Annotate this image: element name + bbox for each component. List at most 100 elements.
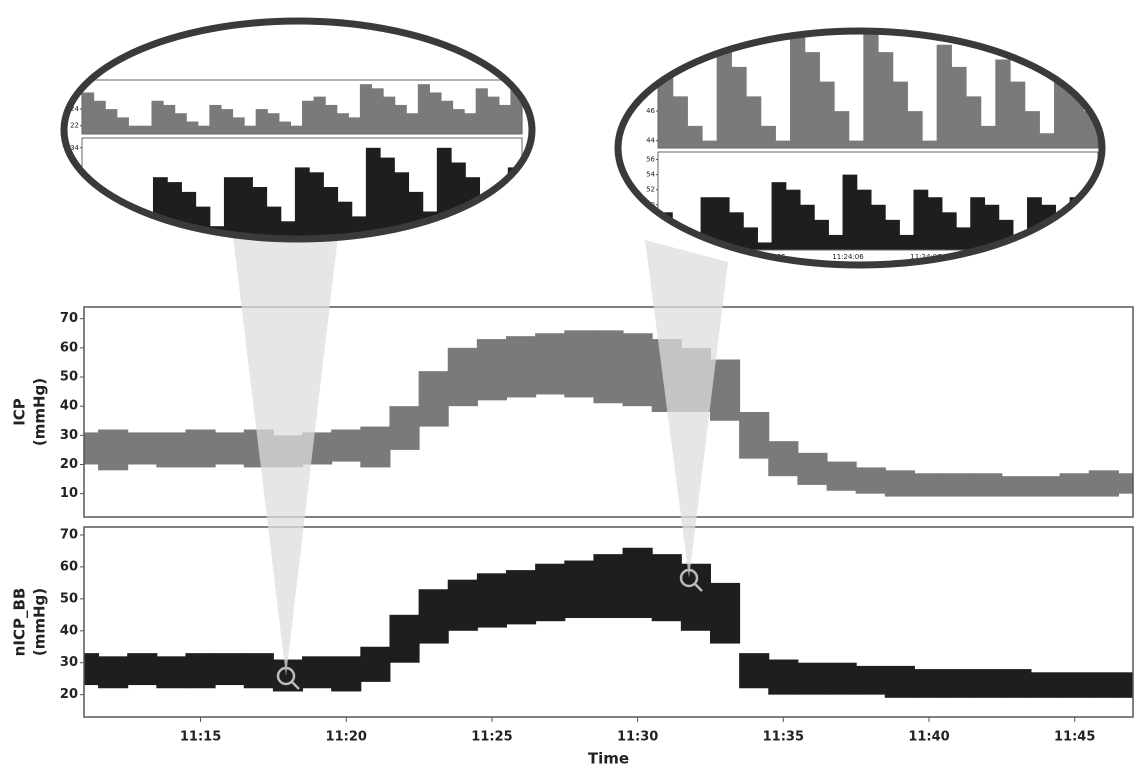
wave-sample <box>731 66 747 148</box>
wave-sample <box>348 117 361 134</box>
range-bar <box>84 432 100 465</box>
wave-sample <box>82 187 97 236</box>
range-bar <box>1088 470 1119 497</box>
wave-sample <box>1083 204 1099 250</box>
wave-sample <box>440 100 454 134</box>
wave-sample <box>980 125 996 148</box>
range-bar <box>884 470 915 497</box>
y-axis-label: nICP_BB <box>11 588 29 657</box>
range-bar <box>651 554 682 622</box>
range-bar <box>709 359 741 421</box>
x-axis-label: Time <box>588 750 629 768</box>
range-bar <box>331 656 362 692</box>
wave-sample <box>672 96 688 148</box>
range-bar <box>447 347 478 407</box>
range-bar <box>709 582 741 644</box>
wave-sample <box>151 100 164 134</box>
wave-sample <box>336 113 349 134</box>
x-tick-label: 11:24:07 <box>910 253 941 261</box>
x-tick-label: 11:24:06 <box>832 253 864 261</box>
y-tick-label: 30 <box>60 428 78 443</box>
wave-sample <box>128 125 141 134</box>
range-bar <box>98 429 129 471</box>
y-tick-label: 60 <box>60 559 78 574</box>
x-tick-label: 11:20 <box>326 730 367 745</box>
range-bar <box>855 665 886 695</box>
wave-sample <box>687 125 703 148</box>
wave-sample <box>702 140 718 148</box>
wave-sample <box>323 187 339 236</box>
wave-sample <box>325 104 338 134</box>
range-bar <box>622 547 653 619</box>
range-bar <box>389 406 420 450</box>
wave-sample <box>167 182 182 236</box>
wave-sample <box>785 189 801 250</box>
y-tick-label: 52 <box>646 186 655 194</box>
wave-sample <box>82 92 95 134</box>
y-tick-label: 60 <box>60 340 78 355</box>
range-bar <box>768 441 799 477</box>
wave-sample <box>498 104 512 134</box>
x-tick-label: 11:45 <box>1054 730 1095 745</box>
range-bar <box>1117 672 1133 698</box>
range-bar <box>127 653 158 686</box>
wave-sample <box>834 111 850 148</box>
range-bar <box>972 473 1003 497</box>
wave-sample <box>110 206 126 236</box>
wave-sample <box>96 196 111 236</box>
y-axis-label: ICP <box>11 398 29 426</box>
range-bar <box>1001 669 1032 698</box>
range-bar <box>535 563 566 622</box>
range-bar <box>913 669 945 698</box>
wave-sample <box>1024 111 1040 148</box>
y-axis-label: (mmHg) <box>31 588 49 656</box>
wave-sample <box>757 242 773 250</box>
range-bar <box>1059 473 1090 497</box>
wave-sample <box>493 216 509 236</box>
wave-sample <box>892 81 908 148</box>
x-tick-label: 11:35 <box>763 730 804 745</box>
wave-sample <box>913 189 929 250</box>
wave-sample <box>1054 59 1070 148</box>
y-tick-label: 46 <box>646 231 655 239</box>
wave-sample <box>907 111 923 148</box>
wave-sample <box>105 109 118 134</box>
range-bar <box>156 432 187 468</box>
y-axis-label: (mmHg) <box>31 378 49 446</box>
wave-sample <box>124 216 140 236</box>
wave-sample <box>139 125 153 134</box>
wave-sample <box>220 109 234 134</box>
wave-sample <box>922 140 938 148</box>
wave-sample <box>383 96 396 134</box>
range-bar <box>185 429 216 468</box>
wave-sample <box>394 172 410 236</box>
wave-sample <box>951 66 967 148</box>
wave-sample <box>223 177 239 236</box>
range-bar <box>593 330 624 404</box>
wave-sample <box>280 221 296 236</box>
range-bar <box>389 614 420 663</box>
wave-sample <box>232 117 245 134</box>
wave-sample <box>365 147 381 236</box>
wave-sample <box>728 212 744 250</box>
range-bar <box>1030 476 1061 497</box>
x-tick-label: 11:15 <box>180 730 221 745</box>
band <box>84 547 1133 698</box>
range-bar <box>593 554 624 619</box>
y-tick-label: 22 <box>70 122 79 130</box>
inset-frame <box>614 27 1106 269</box>
wave-sample <box>790 37 806 148</box>
y-tick-label: 48 <box>646 216 655 224</box>
wave-sample <box>163 104 176 134</box>
wave-sample <box>885 219 900 250</box>
wave-sample <box>359 84 373 134</box>
wave-sample <box>475 88 488 134</box>
wave-sample <box>771 182 787 250</box>
wave-sample <box>760 125 776 148</box>
range-bar <box>913 473 945 497</box>
wave-sample <box>878 52 894 148</box>
wave-sample <box>209 104 222 134</box>
